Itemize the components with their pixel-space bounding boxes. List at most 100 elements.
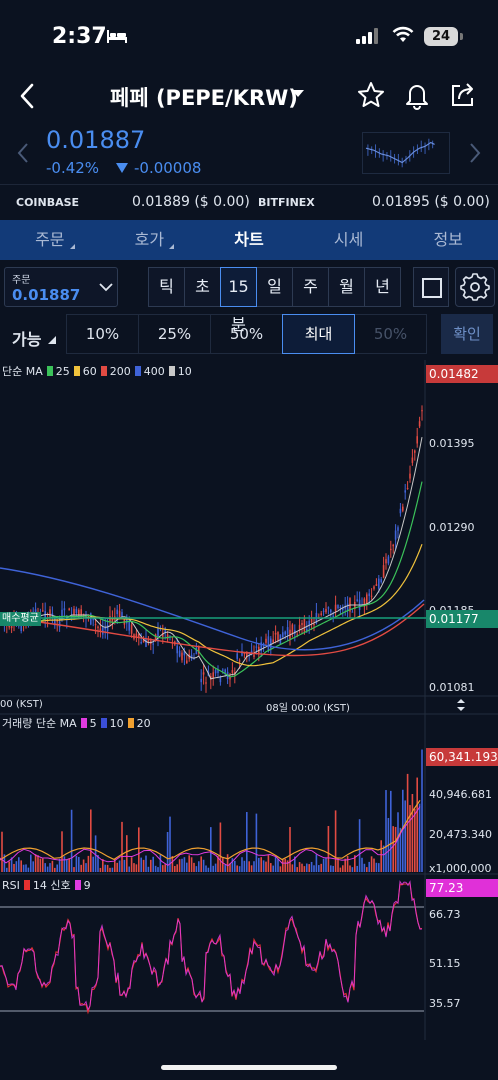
price-chart-canvas[interactable] [0,360,498,1040]
legend-swatch [74,880,81,890]
square-icon [422,278,442,298]
volume-bar [27,867,30,872]
submenu-indicator-icon [67,244,75,249]
prev-arrow-icon[interactable] [16,142,30,164]
percent-25[interactable]: 25% [138,314,211,354]
chevron-down-icon[interactable] [292,90,304,97]
volume-bar [224,864,226,872]
volume-bar [13,863,15,872]
timeframe-15min[interactable]: 15분 [220,267,257,334]
volume-bar [402,789,404,872]
candle-body [284,631,286,635]
volume-bar [270,863,272,872]
bell-icon[interactable] [402,80,432,110]
tab-info[interactable]: 정보 [398,220,498,260]
rsi-current-badge: 77.23 [426,879,498,897]
submenu-indicator-icon [166,244,175,249]
timeframe-second[interactable]: 초 [184,267,221,307]
tab-label: 호가 [134,230,165,249]
candle-body [392,544,394,547]
candle-body [135,633,138,637]
timeframe-day[interactable]: 일 [256,267,293,307]
exchange-name: BITFINEX [258,196,315,209]
candle-body [159,628,162,630]
candle-body [104,626,106,630]
candle-body [414,450,416,453]
tab-label: 주문 [35,230,65,249]
rsi-line [0,883,423,1015]
exchange-prices: COINBASE 0.01889 ($ 0.00) BITFINEX 0.018… [0,184,498,220]
timeframe-year[interactable]: 년 [364,267,401,307]
volume-bar [200,856,202,872]
timeframe-month[interactable]: 월 [328,267,365,307]
candle-body [387,556,390,564]
candle-body [380,579,382,583]
price-axis-label: 0.01081 [429,681,475,694]
candle-body [368,593,370,597]
dropdown-corner-icon [48,336,56,344]
volume-bar [375,862,378,872]
app-header: 페페 (PEPE/KRW) [0,74,498,118]
volume-bar [1,831,3,872]
candle-body [356,599,358,601]
ma-400-line [0,567,425,651]
tab-orderbook[interactable]: 호가 [100,220,200,260]
candle-body [265,638,267,643]
volume-bar [313,865,315,872]
volume-bar [195,866,198,872]
candle-body [306,628,308,631]
volume-bar [102,859,104,872]
timeframe-week[interactable]: 주 [292,267,329,307]
volume-bar [267,855,270,872]
volume-bar [250,865,253,872]
percent-10[interactable]: 10% [66,314,139,354]
volume-bar [85,863,87,872]
legend-swatch [100,718,107,728]
volume-bar [183,857,186,872]
chart-area[interactable]: 단순 MA 25 60 200 400 10 0.01482 0.01395 0… [0,360,498,1040]
back-icon[interactable] [14,80,44,112]
candle-body [166,634,169,640]
percent-50[interactable]: 50% [210,314,283,354]
timeframe-tick[interactable]: 틱 [148,267,185,307]
timeframe-selector: 틱 초 15분 일 주 월 년 [148,267,401,334]
volume-bar [193,862,195,872]
next-arrow-icon[interactable] [468,142,482,164]
order-select-value: 0.01887 [12,286,81,304]
volume-bar [253,861,255,872]
candle-body [111,617,114,622]
candle-body [106,625,109,632]
page-title[interactable]: 페페 (PEPE/KRW) [110,86,298,110]
volume-bar [385,790,387,872]
candle-body [272,639,274,643]
volume-bar [219,822,222,872]
fullscreen-button[interactable] [413,267,449,307]
candle-body [399,508,402,514]
tab-order[interactable]: 주문 [0,220,100,260]
share-icon[interactable] [448,80,478,110]
tab-market[interactable]: 시세 [299,220,399,260]
change-percent: -0.42% [46,159,100,177]
volume-bar [159,854,162,872]
order-price-select[interactable]: 주문 0.01887 [4,267,118,307]
available-label[interactable]: 가능 [12,330,42,349]
percent-max[interactable]: 최대 [282,314,355,354]
volume-bar [162,865,164,872]
tab-chart[interactable]: 차트 [199,220,299,260]
candle-body [58,621,61,628]
volume-bar [298,862,301,872]
confirm-button[interactable]: 확인 [441,314,493,354]
time-axis-label: 08일 00:00 (KST) [266,703,350,714]
candle-body [296,634,298,636]
volume-bar [315,854,318,872]
volume-ma-20-line [0,799,421,861]
settings-button[interactable] [455,267,495,307]
star-icon[interactable] [356,80,386,110]
home-indicator[interactable] [161,1065,337,1070]
candle-body [274,632,277,635]
volume-bar [346,856,349,872]
volume-bar [390,790,392,872]
candle-body [291,624,294,635]
sort-arrows-icon[interactable] [456,698,466,712]
volume-bar [399,827,402,872]
